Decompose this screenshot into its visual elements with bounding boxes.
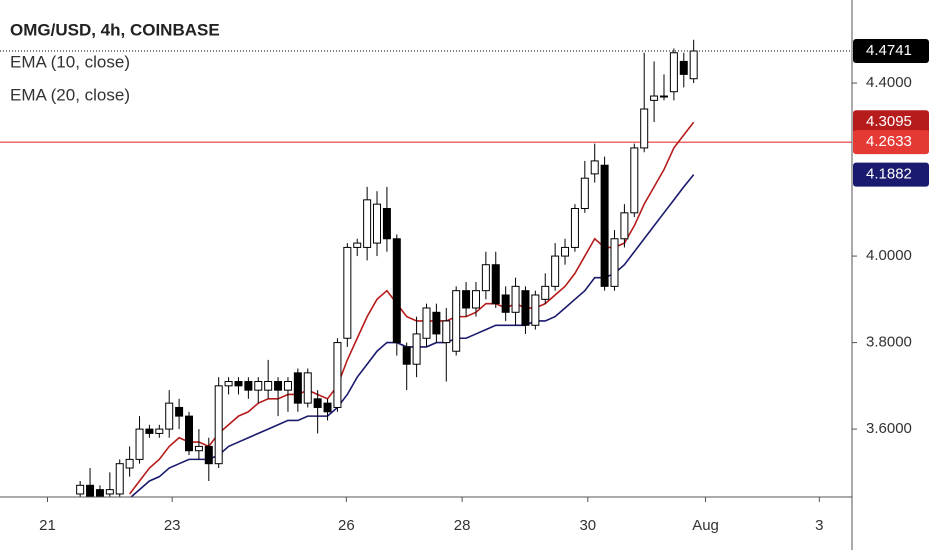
candle-body — [630, 147, 639, 214]
candle-body — [382, 207, 391, 240]
candle-body — [204, 445, 213, 465]
candle-body — [353, 242, 362, 248]
y-tick-label: 4.4000 — [866, 74, 912, 91]
x-tick-label: 28 — [454, 517, 471, 534]
candle-body — [185, 415, 194, 452]
price-label-box — [853, 130, 929, 155]
candle-body — [165, 402, 174, 430]
candle-body — [274, 381, 283, 391]
candle-body — [155, 428, 164, 434]
candle-body — [95, 489, 104, 497]
candle-body — [561, 246, 570, 257]
candle-body — [481, 264, 490, 292]
legend-entry: EMA (20, close) — [10, 85, 130, 104]
candle-body — [333, 342, 342, 408]
candle-body — [412, 333, 421, 365]
candle-body — [590, 160, 599, 175]
candle-body — [363, 199, 372, 248]
legend-entry: EMA (10, close) — [10, 52, 130, 71]
candle-body — [669, 52, 678, 93]
candle-body — [650, 95, 659, 101]
candle-body — [323, 402, 332, 413]
x-tick-label: 30 — [579, 517, 596, 534]
candle-body — [293, 372, 302, 404]
x-tick-label: 3 — [815, 517, 823, 534]
candle-body — [442, 320, 451, 344]
candle-body — [264, 381, 273, 391]
candle-body — [521, 290, 530, 326]
candle-body — [501, 294, 510, 313]
x-tick-label: 23 — [164, 517, 181, 534]
candle-body — [105, 489, 114, 495]
candle-body — [145, 428, 154, 434]
chart-title: OMG/USD, 4h, COINBASE — [10, 20, 220, 39]
ema-line — [129, 174, 695, 497]
candle-body — [343, 246, 352, 339]
price-label-box — [853, 162, 929, 187]
y-tick-label: 3.8000 — [866, 334, 912, 351]
candle-body — [462, 290, 471, 309]
price-label: 4.4741 — [866, 42, 912, 59]
candle-body — [640, 108, 649, 149]
candle-body — [600, 164, 609, 287]
candle-body — [175, 406, 184, 417]
candle-body — [679, 60, 688, 75]
candle-body — [373, 203, 382, 244]
candle-body — [224, 381, 233, 387]
candle-body — [392, 238, 401, 344]
candle-body — [234, 381, 243, 387]
candle-body — [570, 207, 579, 248]
plot-area — [0, 39, 852, 497]
y-tick-label: 4.0000 — [866, 247, 912, 264]
candle-body — [659, 95, 668, 98]
candle-body — [541, 285, 550, 300]
candle-body — [689, 50, 698, 80]
candle-body — [244, 381, 253, 391]
candle-body — [432, 311, 441, 335]
candle-body — [135, 428, 144, 460]
candle-body — [313, 398, 322, 408]
candle-body — [491, 264, 500, 305]
candle-body — [452, 290, 461, 352]
candle-body — [303, 372, 312, 404]
candle-body — [214, 385, 223, 465]
candle-body — [402, 346, 411, 365]
candle-body — [254, 381, 263, 391]
x-tick-label: 26 — [338, 517, 355, 534]
candle-body — [580, 177, 589, 209]
axes: 3.6000 3.8000 4.0000 4.4000 21 23 26 28 30 Aug 3 4.… — [39, 38, 929, 534]
candle-body — [283, 381, 292, 391]
candle-body — [551, 255, 560, 287]
candle-body — [511, 285, 520, 313]
candle-body — [610, 238, 619, 287]
candle-body — [422, 307, 431, 339]
candle-body — [531, 294, 540, 326]
ema-line — [128, 121, 695, 495]
y-tick-label: 3.6000 — [866, 420, 912, 437]
candle-body — [115, 463, 124, 495]
candle-body — [125, 458, 134, 469]
candle-body — [471, 290, 480, 309]
price-label: 4.1882 — [866, 166, 912, 183]
price-label-box — [853, 38, 929, 63]
candle-body — [86, 484, 95, 497]
price-label: 4.3095 — [866, 113, 912, 130]
x-tick-label: 21 — [39, 517, 56, 534]
candle-body — [76, 484, 85, 495]
candle-body — [194, 445, 203, 452]
price-label-box — [853, 110, 929, 135]
candle-body — [620, 212, 629, 240]
price-label: 4.2633 — [866, 133, 912, 150]
x-tick-label: Aug — [692, 517, 719, 534]
